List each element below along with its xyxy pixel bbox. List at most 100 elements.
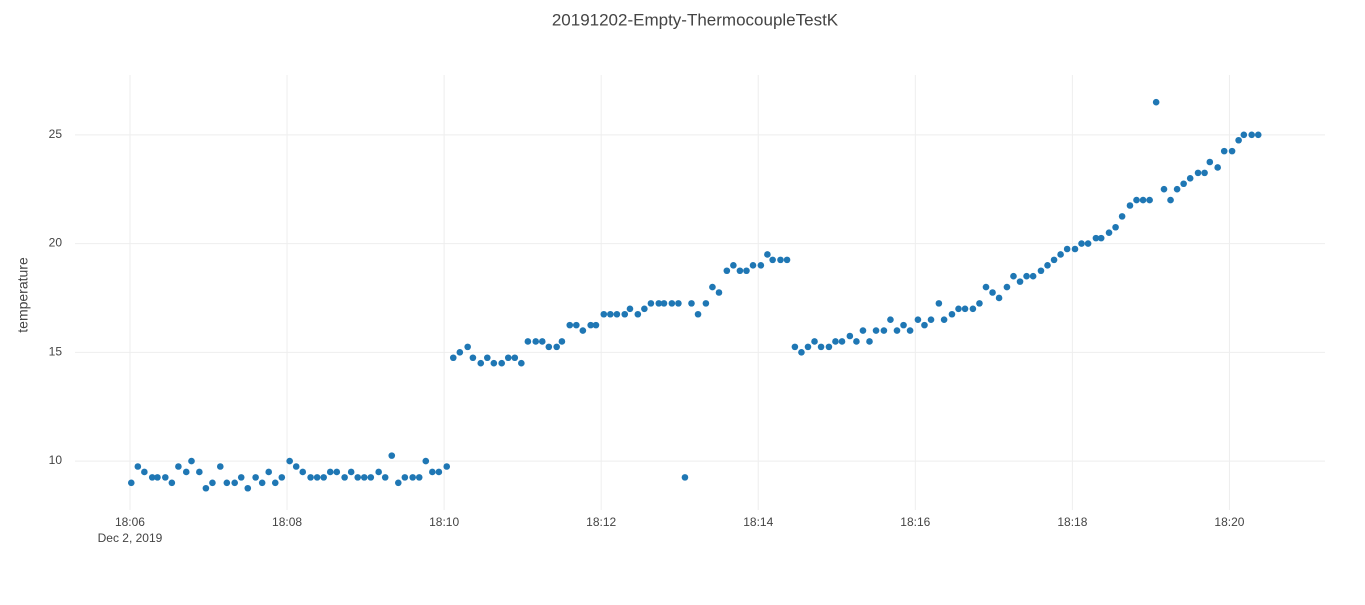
point (244, 484, 252, 492)
point (579, 327, 587, 334)
point (1228, 147, 1236, 155)
point (961, 305, 969, 313)
x-date-label: Dec 2, 2019 (98, 531, 163, 545)
y-tick-label: 20 (49, 236, 63, 250)
point (838, 338, 846, 345)
point (498, 359, 506, 367)
point (1105, 229, 1113, 236)
point (196, 468, 203, 476)
point (271, 479, 279, 487)
point (900, 321, 907, 329)
point (1146, 196, 1153, 204)
point (702, 300, 710, 307)
point (299, 468, 307, 476)
point (921, 321, 928, 329)
point (375, 468, 382, 476)
point (1173, 185, 1181, 193)
point (1235, 136, 1242, 144)
point (769, 256, 776, 264)
y-tick-label: 25 (49, 127, 63, 141)
x-tick-label: 18:16 (900, 515, 930, 529)
point (127, 479, 135, 487)
point (1063, 245, 1071, 253)
x-tick-label: 18:08 (272, 515, 302, 529)
point (832, 338, 839, 345)
point (422, 457, 430, 465)
point (347, 468, 355, 476)
point (647, 300, 655, 307)
point (935, 300, 943, 307)
point (1078, 240, 1085, 247)
point (906, 327, 914, 334)
point (401, 474, 409, 481)
point (477, 359, 485, 367)
point (566, 321, 574, 329)
point (1037, 267, 1045, 275)
x-tick-label: 18:14 (743, 515, 773, 529)
point (141, 468, 148, 476)
point (859, 327, 867, 334)
point (292, 463, 300, 470)
point (688, 300, 695, 307)
point (333, 468, 341, 476)
point (749, 262, 757, 269)
y-axis-label: temperature (15, 257, 31, 333)
point (532, 338, 540, 345)
point (394, 479, 402, 487)
point (464, 343, 471, 351)
point (1057, 251, 1064, 258)
y-tick-label: 15 (49, 344, 63, 358)
point (388, 452, 396, 459)
point (1160, 185, 1168, 193)
point (456, 349, 464, 356)
point (307, 474, 314, 481)
point (175, 463, 182, 470)
point (1010, 272, 1017, 280)
point (668, 300, 676, 307)
point (443, 463, 451, 470)
point (202, 484, 210, 492)
point (914, 316, 922, 323)
point (223, 479, 231, 487)
x-tick-label: 18:20 (1214, 515, 1244, 529)
point (209, 479, 216, 487)
point (1220, 147, 1228, 155)
point (367, 474, 375, 481)
point (1023, 272, 1030, 280)
point (524, 338, 532, 345)
point (484, 354, 491, 362)
point (511, 354, 519, 362)
point (927, 316, 935, 323)
point (168, 479, 176, 487)
point (872, 327, 880, 334)
point (587, 321, 595, 329)
point (286, 457, 293, 465)
point (764, 251, 771, 258)
point (1152, 98, 1160, 106)
point (134, 463, 142, 470)
y-tick-label: 10 (49, 453, 63, 467)
point (976, 300, 983, 307)
point (188, 457, 195, 465)
point (320, 474, 327, 481)
point (1003, 283, 1011, 291)
point (265, 468, 273, 476)
point (1044, 262, 1051, 269)
point (811, 338, 818, 345)
point (553, 343, 560, 351)
point (360, 474, 368, 481)
point (798, 349, 805, 356)
point (995, 294, 1003, 302)
point (592, 321, 600, 329)
point (791, 343, 799, 351)
point (1133, 196, 1140, 204)
point (490, 359, 498, 367)
point (955, 305, 962, 313)
point (866, 338, 873, 345)
point (660, 300, 668, 307)
point (231, 479, 238, 487)
point (600, 310, 608, 318)
point (730, 262, 737, 269)
point (709, 283, 716, 291)
